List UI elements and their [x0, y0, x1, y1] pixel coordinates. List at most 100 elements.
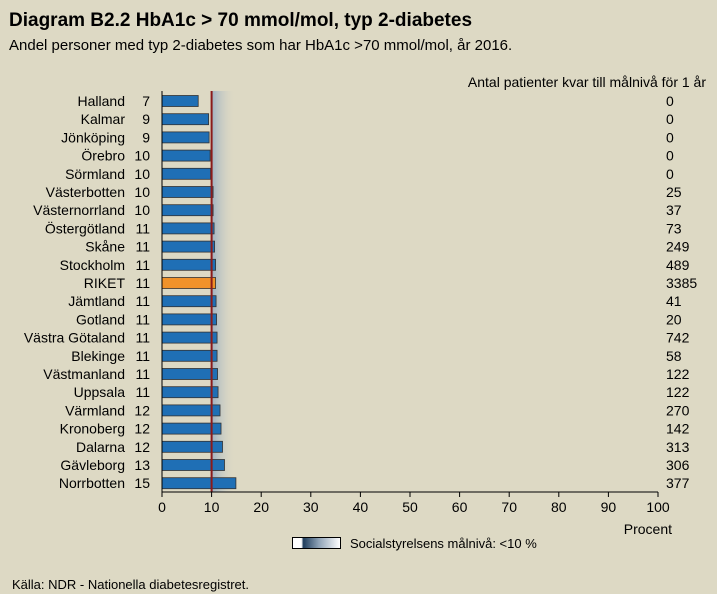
value-label: 12 — [134, 402, 150, 418]
patients-label: 0 — [666, 93, 674, 109]
value-label: 10 — [134, 166, 150, 182]
bar-Kalmar — [161, 113, 210, 126]
x-tick-label: 60 — [452, 499, 468, 515]
patients-label: 313 — [666, 439, 690, 455]
patients-label: 73 — [666, 220, 682, 236]
patients-label: 0 — [666, 148, 674, 164]
value-label: 9 — [142, 111, 150, 127]
bar-Östergötland — [161, 222, 215, 235]
patients-label: 742 — [666, 330, 690, 346]
patients-label: 37 — [666, 202, 682, 218]
value-label: 11 — [135, 239, 150, 255]
bar-Uppsala — [161, 386, 219, 399]
value-label: 11 — [135, 275, 150, 291]
patients-label: 20 — [666, 311, 682, 327]
bar-Gotland — [161, 313, 217, 326]
patients-label: 3385 — [666, 275, 697, 291]
patients-label: 122 — [666, 366, 690, 382]
bar-Halland — [161, 95, 199, 107]
category-label: Östergötland — [45, 219, 125, 236]
category-label: Västra Götaland — [24, 330, 125, 346]
x-tick-label: 10 — [204, 499, 220, 515]
category-label: Halland — [78, 93, 125, 109]
value-label: 9 — [142, 129, 150, 145]
bar-Västmanland — [161, 368, 218, 380]
value-label: 11 — [135, 220, 150, 236]
bar-Västerbotten — [161, 186, 214, 198]
x-tick-label: 70 — [501, 499, 517, 515]
category-label: Kalmar — [81, 111, 126, 127]
legend-label: Socialstyrelsens målnivå: <10 % — [350, 535, 537, 551]
category-label: Västernorrland — [33, 202, 125, 218]
bar-Stockholm — [161, 258, 216, 271]
bar-Gävleborg — [161, 459, 225, 471]
value-label: 11 — [135, 384, 150, 400]
category-label: Norrbotten — [59, 475, 125, 491]
value-label: 10 — [134, 202, 150, 218]
patients-label: 0 — [666, 166, 674, 182]
category-label: Västerbotten — [46, 184, 125, 200]
bar-Dalarna — [161, 440, 223, 453]
legend: Socialstyrelsens målnivå: <10 % — [292, 535, 537, 551]
category-label: Dalarna — [76, 439, 125, 455]
bar-Jämtland — [161, 295, 217, 308]
value-label: 10 — [134, 184, 150, 200]
category-label: Skåne — [85, 239, 125, 255]
value-label: 12 — [134, 421, 150, 437]
value-label: 15 — [134, 475, 150, 491]
patients-label: 306 — [666, 457, 690, 473]
chart-title: Diagram B2.2 HbA1c > 70 mmol/mol, typ 2-… — [9, 10, 473, 31]
x-tick-label: 20 — [253, 499, 269, 515]
category-label: Uppsala — [74, 384, 126, 400]
value-label: 11 — [135, 366, 150, 382]
category-label: Stockholm — [60, 257, 125, 273]
value-label: 11 — [135, 293, 150, 309]
patients-label: 0 — [666, 129, 674, 145]
legend-swatch — [292, 537, 341, 549]
category-label: Västmanland — [43, 366, 125, 382]
chart-subtitle: Andel personer med typ 2-diabetes som ha… — [9, 37, 513, 54]
value-label: 11 — [135, 348, 150, 364]
value-label: 11 — [135, 330, 150, 346]
bar-Blekinge — [161, 349, 218, 362]
value-label: 11 — [135, 311, 150, 327]
value-label: 12 — [134, 439, 150, 455]
patients-label: 489 — [666, 257, 690, 273]
patients-label: 270 — [666, 402, 690, 418]
bar-Jönköping — [161, 131, 210, 144]
value-label: 13 — [134, 457, 150, 473]
value-label: 11 — [135, 257, 150, 273]
category-label: Sörmland — [65, 166, 125, 182]
patients-label: 249 — [666, 239, 690, 255]
bar-Skåne — [161, 240, 215, 253]
category-label: Gotland — [76, 311, 125, 327]
category-label: Värmland — [65, 402, 125, 418]
bar-Örebro — [161, 149, 211, 162]
value-label: 7 — [142, 93, 150, 109]
patients-label: 142 — [666, 421, 690, 437]
patients-label: 122 — [666, 384, 690, 400]
x-tick-label: 90 — [601, 499, 617, 515]
category-label: Gävleborg — [60, 457, 125, 473]
value-label: 10 — [134, 148, 150, 164]
category-label: Blekinge — [71, 348, 125, 364]
bar-Norrbotten — [161, 477, 237, 490]
x-tick-label: 100 — [646, 499, 670, 515]
category-label: Jönköping — [61, 129, 125, 145]
bar-Västra Götaland — [161, 331, 218, 344]
category-label: Kronoberg — [60, 421, 125, 437]
x-tick-label: 30 — [303, 499, 319, 515]
category-label: Örebro — [81, 147, 125, 164]
category-label: RIKET — [84, 275, 126, 291]
bar-RIKET — [161, 277, 216, 289]
x-tick-label: 0 — [158, 499, 166, 515]
x-tick-label: 40 — [353, 499, 369, 515]
x-tick-label: 50 — [402, 499, 418, 515]
patients-label: 58 — [666, 348, 682, 364]
bar-Västernorrland — [161, 204, 214, 217]
patients-label: 41 — [666, 293, 682, 309]
x-tick-label: 80 — [551, 499, 567, 515]
category-label: Jämtland — [68, 293, 125, 309]
patients-label: 25 — [666, 184, 682, 200]
